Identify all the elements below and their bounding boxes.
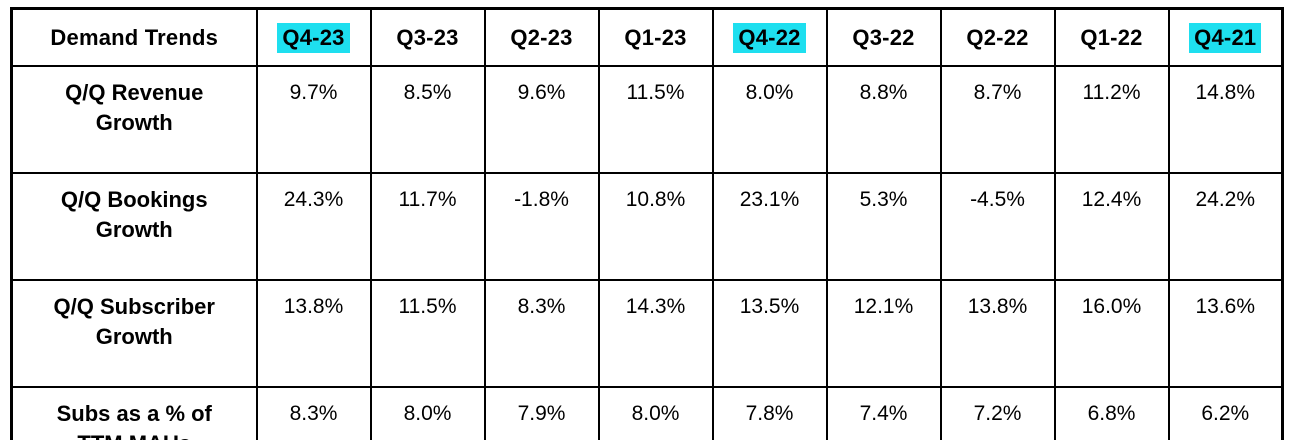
data-cell: 8.5% xyxy=(369,65,486,174)
data-cell: 14.3% xyxy=(597,279,714,388)
data-cell: 5.3% xyxy=(825,172,942,281)
column-header-q4-23: Q4-23 xyxy=(255,7,372,67)
table-row-bookings-growth: Q/Q Bookings Growth 24.3% 11.7% -1.8% 10… xyxy=(10,172,1284,281)
data-cell: 23.1% xyxy=(711,172,828,281)
data-cell: -4.5% xyxy=(939,172,1056,281)
data-cell: 13.6% xyxy=(1167,279,1284,388)
header-label: Q1-22 xyxy=(1080,24,1143,50)
header-label: Q3-22 xyxy=(852,24,915,50)
table-row-subscriber-growth: Q/Q Subscriber Growth 13.8% 11.5% 8.3% 1… xyxy=(10,279,1284,388)
highlighted-header-label: Q4-21 xyxy=(1189,22,1262,53)
highlighted-header-label: Q4-22 xyxy=(733,22,806,53)
table-row-revenue-growth: Q/Q Revenue Growth 9.7% 8.5% 9.6% 11.5% … xyxy=(10,65,1284,174)
data-cell: 6.8% xyxy=(1053,386,1170,440)
data-cell: 13.8% xyxy=(255,279,372,388)
data-cell: 16.0% xyxy=(1053,279,1170,388)
row-label-qq-bookings-growth: Q/Q Bookings Growth xyxy=(10,172,258,281)
demand-trends-table: Demand Trends Q4-23 Q3-23 Q2-23 Q1-23 Q4… xyxy=(10,7,1284,440)
data-cell: 11.2% xyxy=(1053,65,1170,174)
header-label: Q2-22 xyxy=(966,24,1029,50)
data-cell: 9.6% xyxy=(483,65,600,174)
data-cell: 8.0% xyxy=(369,386,486,440)
data-cell: 10.8% xyxy=(597,172,714,281)
data-cell: 11.5% xyxy=(369,279,486,388)
column-header-q1-23: Q1-23 xyxy=(597,7,714,67)
column-header-q4-22: Q4-22 xyxy=(711,7,828,67)
data-cell: 8.8% xyxy=(825,65,942,174)
data-cell: 14.8% xyxy=(1167,65,1284,174)
data-cell: 8.0% xyxy=(597,386,714,440)
column-header-q4-21: Q4-21 xyxy=(1167,7,1284,67)
highlighted-header-label: Q4-23 xyxy=(277,22,350,53)
row-label-subs-pct-ttm-maus: Subs as a % of TTM MAUs xyxy=(10,386,258,440)
data-cell: 6.2% xyxy=(1167,386,1284,440)
data-cell: 8.3% xyxy=(483,279,600,388)
data-cell: 8.7% xyxy=(939,65,1056,174)
data-cell: 7.4% xyxy=(825,386,942,440)
column-header-q3-23: Q3-23 xyxy=(369,7,486,67)
header-row: Demand Trends Q4-23 Q3-23 Q2-23 Q1-23 Q4… xyxy=(10,7,1284,67)
row-label-qq-revenue-growth: Q/Q Revenue Growth xyxy=(10,65,258,174)
table-row-subs-pct-ttm-maus: Subs as a % of TTM MAUs 8.3% 8.0% 7.9% 8… xyxy=(10,386,1284,440)
data-cell: 24.3% xyxy=(255,172,372,281)
table-title-cell: Demand Trends xyxy=(10,7,258,67)
data-cell: -1.8% xyxy=(483,172,600,281)
data-cell: 8.3% xyxy=(255,386,372,440)
data-cell: 7.9% xyxy=(483,386,600,440)
row-label-qq-subscriber-growth: Q/Q Subscriber Growth xyxy=(10,279,258,388)
data-cell: 9.7% xyxy=(255,65,372,174)
data-cell: 13.5% xyxy=(711,279,828,388)
header-label: Q3-23 xyxy=(396,24,459,50)
table-title: Demand Trends xyxy=(50,24,219,50)
data-cell: 7.8% xyxy=(711,386,828,440)
data-cell: 12.4% xyxy=(1053,172,1170,281)
data-cell: 13.8% xyxy=(939,279,1056,388)
data-cell: 24.2% xyxy=(1167,172,1284,281)
data-cell: 11.7% xyxy=(369,172,486,281)
data-cell: 11.5% xyxy=(597,65,714,174)
column-header-q2-23: Q2-23 xyxy=(483,7,600,67)
data-cell: 7.2% xyxy=(939,386,1056,440)
data-cell: 12.1% xyxy=(825,279,942,388)
column-header-q3-22: Q3-22 xyxy=(825,7,942,67)
column-header-q2-22: Q2-22 xyxy=(939,7,1056,67)
header-label: Q1-23 xyxy=(624,24,687,50)
data-cell: 8.0% xyxy=(711,65,828,174)
column-header-q1-22: Q1-22 xyxy=(1053,7,1170,67)
header-label: Q2-23 xyxy=(510,24,573,50)
